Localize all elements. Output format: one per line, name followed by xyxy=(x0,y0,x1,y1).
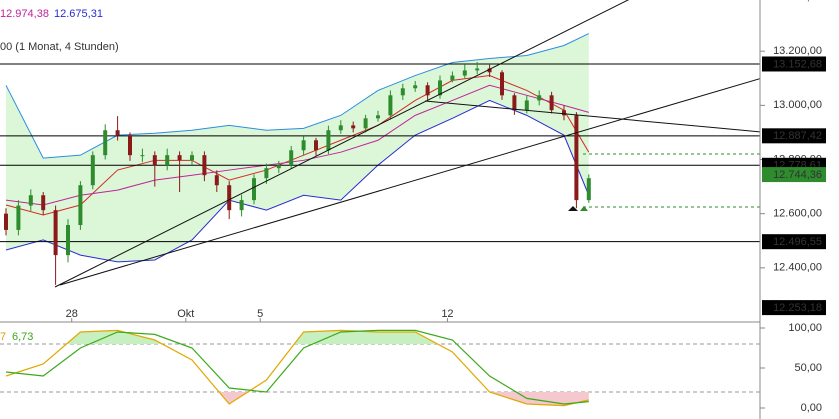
y-tick-label: 100,00 xyxy=(788,322,822,334)
candle-body xyxy=(66,225,70,256)
candle-body xyxy=(500,72,504,96)
candle-body xyxy=(78,185,83,226)
y-tick-label: 13.400,00 xyxy=(773,0,822,3)
band-lower xyxy=(5,99,590,263)
candle-body xyxy=(462,70,467,76)
candle-body xyxy=(276,165,281,169)
candle-body xyxy=(549,95,554,111)
level-label: 13.152,68 xyxy=(773,58,822,70)
candle-body xyxy=(425,85,430,96)
candle-body xyxy=(537,95,542,101)
candle-body xyxy=(202,155,207,176)
candle-body xyxy=(388,95,393,116)
candle-body xyxy=(239,200,244,211)
candle-body xyxy=(53,210,58,256)
oscillator-label: 7 xyxy=(0,331,6,343)
candle-body xyxy=(165,155,170,166)
candle-body xyxy=(326,130,331,151)
candle-body xyxy=(351,125,356,129)
candle-body xyxy=(41,195,46,211)
trend-line xyxy=(54,0,630,288)
x-tick-label: 28 xyxy=(66,308,78,320)
y-tick-label: 12.400,00 xyxy=(773,262,822,274)
candle-body xyxy=(376,115,380,119)
candle-body xyxy=(140,155,145,157)
level-label-box xyxy=(762,56,826,72)
candle-body xyxy=(413,85,418,89)
candle-body xyxy=(512,95,517,111)
level-label-box xyxy=(762,167,826,183)
candle-body xyxy=(214,175,219,186)
candle-body xyxy=(103,130,108,156)
candle-body xyxy=(301,140,306,151)
oscillator-line xyxy=(5,329,589,407)
level-label: 12.887,42 xyxy=(773,130,822,142)
candle-body xyxy=(338,125,343,131)
price-panel xyxy=(0,33,760,285)
oscillator-line xyxy=(5,329,589,405)
candle-body xyxy=(152,155,157,166)
trend-line xyxy=(59,78,760,286)
level-label: 12.253,18 xyxy=(773,302,822,314)
marker xyxy=(568,206,578,211)
level-label: 12.496,55 xyxy=(773,236,822,248)
candle-body xyxy=(524,100,529,111)
candle-body xyxy=(586,178,591,201)
y-tick-label: 12.600,00 xyxy=(773,208,822,220)
band-fill xyxy=(6,33,589,262)
header-value: 12.675,31 xyxy=(54,8,103,20)
candle-body xyxy=(264,168,269,179)
candle-body xyxy=(177,155,182,161)
candle-body xyxy=(128,135,132,156)
marker xyxy=(580,206,588,211)
candle-body xyxy=(487,68,492,73)
trend-line xyxy=(424,100,760,133)
candle-body xyxy=(562,110,566,116)
y-tick-label: 13.000,00 xyxy=(773,99,822,111)
candle-body xyxy=(475,68,480,71)
y-tick-label: 50,00 xyxy=(794,362,822,374)
level-label-box xyxy=(762,128,826,144)
x-tick-label: 5 xyxy=(257,308,263,320)
candle-body xyxy=(363,118,368,129)
candle-body xyxy=(450,75,455,81)
header-value: 12.974,38 xyxy=(0,8,49,20)
candle-body xyxy=(28,195,33,206)
candle-body xyxy=(16,205,21,230)
candle-body xyxy=(90,155,95,186)
candle-body xyxy=(574,115,579,201)
candle-body xyxy=(400,88,405,96)
oscillator-panel xyxy=(0,329,760,407)
candle-body xyxy=(314,140,318,151)
subtitle: 00 (1 Monat, 4 Stunden) xyxy=(0,41,119,53)
candle-body xyxy=(115,130,120,136)
candle-body xyxy=(289,150,294,166)
candle-body xyxy=(252,178,256,201)
overbought-fill xyxy=(6,330,589,344)
candle-body xyxy=(4,213,8,230)
y-tick-label: 0,00 xyxy=(801,402,822,414)
oversold-fill xyxy=(6,392,589,406)
level-label-box xyxy=(762,234,826,250)
trend-lines xyxy=(54,0,760,288)
x-tick-label: Okt xyxy=(177,308,194,320)
level-label-box xyxy=(762,300,826,316)
y-tick-label: 13.200,00 xyxy=(773,45,822,57)
oscillator-label: 6,73 xyxy=(12,331,33,343)
candle-body xyxy=(438,80,442,96)
candle-body xyxy=(190,155,194,161)
candle-body xyxy=(227,185,232,211)
level-label: 12.744,36 xyxy=(773,169,822,181)
x-tick-label: 12 xyxy=(441,308,453,320)
